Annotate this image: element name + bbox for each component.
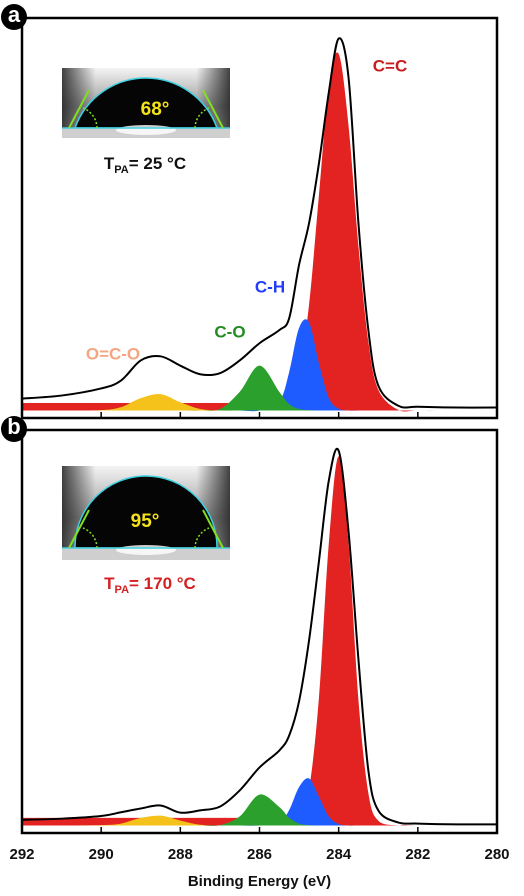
- x-tick-label: 282: [405, 846, 430, 863]
- series-label: C-H: [255, 277, 285, 296]
- angle-arc: [82, 107, 98, 129]
- x-tick-label: 292: [9, 846, 34, 863]
- condition-subscript: PA: [115, 584, 130, 596]
- tangent: [202, 89, 224, 129]
- condition-symbol: T: [104, 154, 115, 173]
- series-label: O=C-O: [86, 344, 140, 363]
- contact-angle-photo: 68°: [62, 68, 230, 138]
- contact-angle: 95°: [131, 511, 160, 532]
- panel-badge: [1, 4, 27, 30]
- condition-text: = 25 °C: [129, 154, 186, 173]
- x-tick-label: 284: [326, 846, 352, 863]
- angle-arc: [194, 107, 210, 129]
- condition-text: = 170 °C: [129, 574, 196, 593]
- tangent: [68, 509, 90, 549]
- droplet: [74, 475, 218, 549]
- x-tick-label: 286: [247, 846, 272, 863]
- contact-angle-photo: 95°: [62, 466, 230, 560]
- component-area: [22, 365, 497, 411]
- condition-symbol: T: [104, 574, 115, 593]
- component-area: [22, 794, 497, 826]
- angle-arc: [82, 527, 98, 549]
- x-tick-label: 290: [89, 846, 114, 863]
- component-area: [22, 815, 497, 826]
- series-label: C=C: [373, 56, 407, 75]
- panel-badge: [1, 416, 27, 442]
- contact-angle: 68°: [141, 99, 170, 120]
- reflection: [116, 125, 176, 135]
- series-label: C-O: [214, 322, 245, 341]
- panel-label: a: [8, 2, 21, 27]
- x-axis-label: Binding Energy (eV): [188, 873, 331, 890]
- plot-area: [22, 37, 497, 412]
- angle-arc: [194, 527, 210, 549]
- panel-label: b: [7, 414, 20, 439]
- envelope-line: [22, 37, 497, 409]
- tangent: [68, 89, 90, 129]
- condition-label: TPA= 170 °C: [104, 574, 196, 595]
- tangent: [202, 509, 224, 549]
- x-tick-label: 288: [168, 846, 193, 863]
- plot-area: [22, 447, 497, 826]
- x-tick-label: 280: [484, 846, 509, 863]
- condition-label: TPA= 25 °C: [104, 154, 186, 175]
- condition-subscript: PA: [114, 164, 129, 176]
- component-area: [22, 393, 497, 411]
- envelope-line: [22, 447, 497, 826]
- droplet: [73, 77, 219, 129]
- reflection: [116, 545, 176, 555]
